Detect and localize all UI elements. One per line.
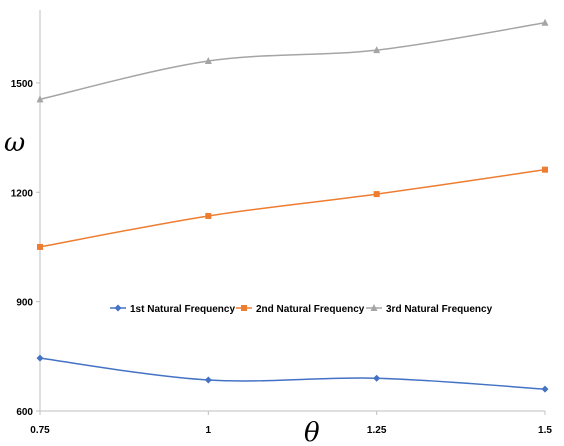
data-point-series-2 bbox=[373, 191, 380, 198]
data-point-series-1 bbox=[373, 374, 381, 382]
x-tick-label: 0.75 bbox=[30, 425, 50, 436]
legend-label: 2nd Natural Frequency bbox=[256, 304, 365, 315]
data-point-series-3 bbox=[541, 18, 549, 26]
data-point-series-3 bbox=[36, 95, 44, 103]
series-line-1 bbox=[39, 357, 546, 390]
y-axis-title: ω bbox=[4, 128, 25, 158]
y-ticks: 600 900 1200 1500 bbox=[11, 79, 40, 418]
series-lines bbox=[39, 22, 546, 390]
legend-label: 3rd Natural Frequency bbox=[386, 304, 493, 315]
legend-swatch-marker bbox=[370, 304, 378, 311]
data-point-series-3 bbox=[373, 46, 381, 54]
series-markers bbox=[36, 18, 549, 393]
x-tick-label: 1.25 bbox=[367, 425, 387, 436]
x-tick-label: 1 bbox=[206, 425, 212, 436]
series-line-2 bbox=[39, 168, 546, 248]
series-line-3 bbox=[39, 22, 546, 101]
data-point-series-3 bbox=[204, 57, 212, 65]
data-point-series-1 bbox=[204, 376, 212, 384]
y-tick-label: 600 bbox=[16, 407, 33, 418]
legend: 1st Natural Frequency 2nd Natural Frequen… bbox=[110, 304, 493, 315]
data-point-series-1 bbox=[36, 354, 44, 362]
legend-swatch-marker bbox=[241, 305, 247, 311]
y-tick-label: 1500 bbox=[11, 79, 34, 90]
legend-swatch-marker bbox=[114, 304, 122, 312]
data-point-series-1 bbox=[541, 385, 549, 393]
x-axis-title: θ bbox=[304, 418, 320, 446]
plot-area: 600 900 1200 1500 0.75 1 1.25 1.5 bbox=[11, 10, 552, 436]
x-tick-label: 1.5 bbox=[538, 425, 552, 436]
y-tick-label: 1200 bbox=[11, 188, 34, 199]
data-point-series-2 bbox=[205, 212, 212, 219]
legend-label: 1st Natural Frequency bbox=[130, 304, 235, 315]
data-point-series-2 bbox=[37, 243, 43, 250]
data-point-series-2 bbox=[542, 166, 548, 173]
x-ticks: 0.75 1 1.25 1.5 bbox=[30, 411, 552, 436]
y-tick-label: 900 bbox=[16, 298, 33, 309]
